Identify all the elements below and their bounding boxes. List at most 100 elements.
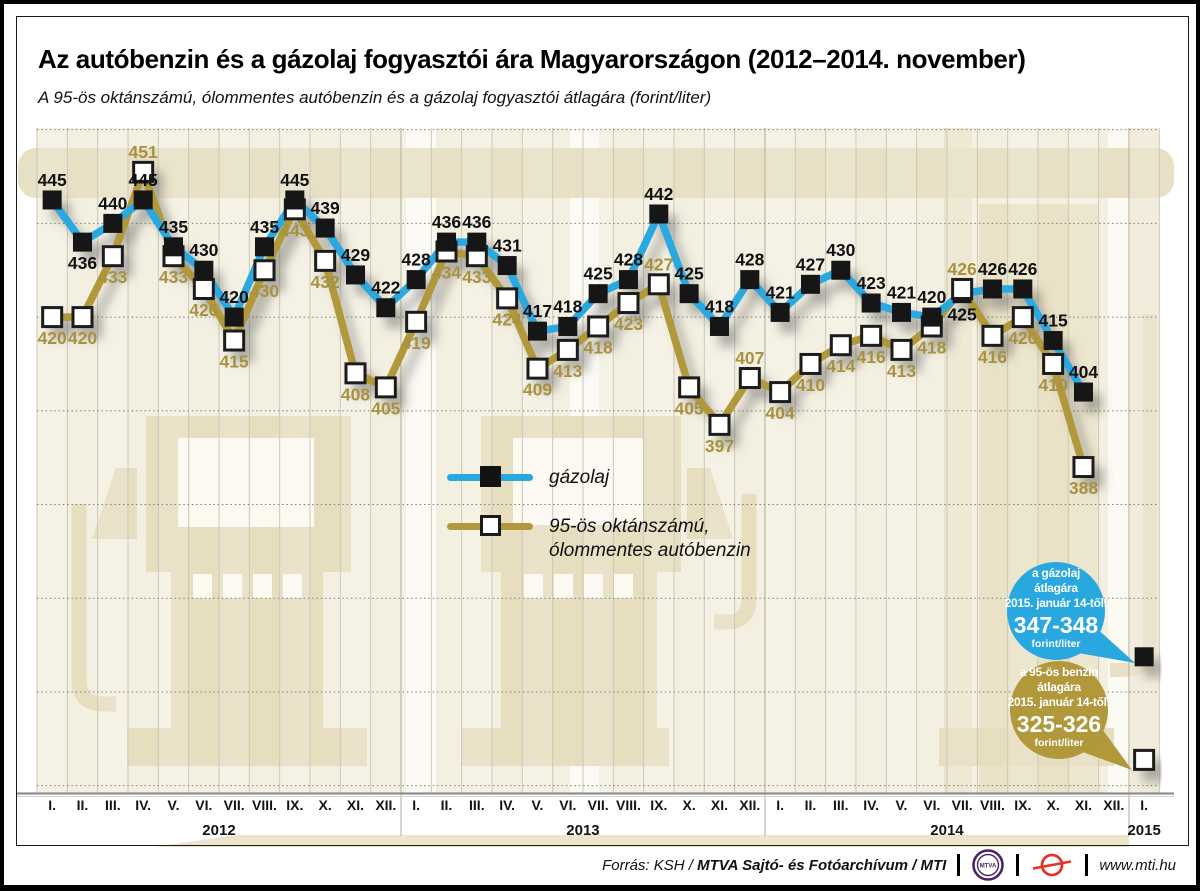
month-tick-label: III. xyxy=(469,797,485,813)
year-label: 2013 xyxy=(566,822,599,839)
diesel-value-label: 435 xyxy=(250,217,279,237)
petrol-value-label: 433 xyxy=(159,267,188,287)
diesel-callout-bubble xyxy=(1007,562,1135,663)
petrol-point-marker xyxy=(829,334,852,357)
petrol-value-label: 410 xyxy=(796,375,825,395)
diesel-value-label: 436 xyxy=(432,212,461,232)
petrol-callout-text: a 95-ös benzin átlagára 2015. január 14-… xyxy=(993,665,1125,750)
petrol-point-marker xyxy=(192,277,215,300)
month-tick-label: VII. xyxy=(588,797,609,813)
diesel-value-label: 415 xyxy=(1039,311,1068,331)
petrol-point-marker xyxy=(253,259,276,282)
month-tick-label: II. xyxy=(441,797,453,813)
petrol-value-label: 409 xyxy=(523,380,552,400)
footer: Forrás: KSH / MTVA Sajtó- és Fotóarchívu… xyxy=(602,847,1176,883)
petrol-value-label: 419 xyxy=(402,333,431,353)
month-tick-label: VI. xyxy=(195,797,212,813)
petrol-point-marker xyxy=(587,315,610,338)
gridlines xyxy=(17,128,1174,836)
diesel-value-label: 420 xyxy=(220,287,249,307)
diesel-point-marker xyxy=(1073,382,1093,402)
petrol-value-label: 388 xyxy=(1069,478,1098,498)
diesel-value-label: 426 xyxy=(1008,259,1037,279)
diesel-value-label: 422 xyxy=(371,278,400,298)
mtva-logo-icon: MTVA xyxy=(972,849,1005,881)
petrol-point-marker xyxy=(799,352,822,375)
petrol-point-marker xyxy=(738,367,761,390)
petrol-value-label: 410 xyxy=(1039,375,1068,395)
month-tick-label: VI. xyxy=(923,797,940,813)
petrol-value-label: 430 xyxy=(250,281,279,301)
diesel-point-marker xyxy=(42,190,62,210)
petrol-value-label: 426 xyxy=(948,259,977,279)
petrol-point-marker xyxy=(769,381,792,404)
petrol-point-marker xyxy=(41,306,64,329)
diesel-point-marker xyxy=(72,232,92,252)
diesel-value-label: 436 xyxy=(68,253,97,273)
petrol-point-marker xyxy=(678,376,701,399)
petrol-callout-bubble xyxy=(1010,661,1132,770)
month-tick-label: IX. xyxy=(1014,797,1031,813)
petrol-2015-price: 325-326 xyxy=(1016,711,1102,737)
petrol-value-label: 424 xyxy=(493,309,522,329)
petrol-value-label: 405 xyxy=(675,398,704,418)
petrol-point-marker xyxy=(1072,456,1095,479)
petrol-point-marker xyxy=(951,277,974,300)
month-tick-label: X. xyxy=(683,797,696,813)
month-tick-label: I. xyxy=(412,797,420,813)
month-tick-label: VIII. xyxy=(616,797,641,813)
diesel-point-marker xyxy=(345,265,365,285)
petrol-value-label: 420 xyxy=(38,328,67,348)
diesel-value-label: 421 xyxy=(766,282,795,302)
diesel-callout-text: a gázolaj átlagára 2015. január 14-től: … xyxy=(990,566,1122,651)
data-labels: 4454204364204404334454514354334304264204… xyxy=(38,142,1099,498)
website-link[interactable]: www.mti.hu xyxy=(1099,856,1176,874)
diesel-point-marker xyxy=(436,232,456,252)
diesel-value-label: 445 xyxy=(129,170,158,190)
month-tick-label: III. xyxy=(105,797,121,813)
month-tick-label: VIII. xyxy=(980,797,1005,813)
diesel-value-label: 430 xyxy=(826,240,855,260)
month-tick-label: XI. xyxy=(711,797,728,813)
diesel-point-marker xyxy=(285,190,305,210)
petrol-swatch-icon xyxy=(447,515,533,537)
month-tick-label: IV. xyxy=(135,797,151,813)
month-tick-label: V. xyxy=(532,797,544,813)
diesel-value-label: 430 xyxy=(189,240,218,260)
petrol-point-marker xyxy=(1042,352,1065,375)
petrol-value-label: 423 xyxy=(614,314,643,334)
diesel-value-label: 423 xyxy=(857,273,886,293)
legend-label-petrol: 95-ös oktánszámú, ólommentes autóbenzin xyxy=(549,516,751,561)
fuel-pump-left-illustration xyxy=(71,416,367,766)
month-tick-label: I. xyxy=(48,797,56,813)
diesel-point-marker xyxy=(861,293,881,313)
diesel-point-marker xyxy=(740,270,760,290)
diesel-point-marker xyxy=(194,260,214,280)
diesel-point-marker xyxy=(406,270,426,290)
diesel-point-marker xyxy=(527,321,547,341)
month-tick-label: VII. xyxy=(952,797,973,813)
petrol-point-marker xyxy=(496,287,519,310)
month-tick-label: XII. xyxy=(375,797,396,813)
diesel-value-label: 420 xyxy=(917,287,946,307)
diesel-point-marker xyxy=(103,213,123,233)
year-label: 2012 xyxy=(202,822,235,839)
petrol-value-label: 407 xyxy=(735,348,764,368)
petrol-value-label: 405 xyxy=(371,398,400,418)
petrol-value-label: 451 xyxy=(129,142,158,162)
diesel-point-marker xyxy=(224,307,244,327)
month-tick-label: IX. xyxy=(650,797,667,813)
month-tick-label: X. xyxy=(1047,797,1060,813)
petrol-value-label: 404 xyxy=(766,403,795,423)
petrol-point-marker xyxy=(132,160,155,183)
petrol-value-label: 416 xyxy=(857,347,886,367)
petrol-point-marker xyxy=(708,413,731,436)
petrol-point-marker xyxy=(860,324,883,347)
petrol-point-marker xyxy=(647,273,670,296)
petrol-value-label: 418 xyxy=(917,337,946,357)
petrol-point-marker xyxy=(981,324,1004,347)
footer-divider xyxy=(1016,854,1020,876)
petrol-value-label: 418 xyxy=(584,337,613,357)
diesel-point-marker xyxy=(133,190,153,210)
